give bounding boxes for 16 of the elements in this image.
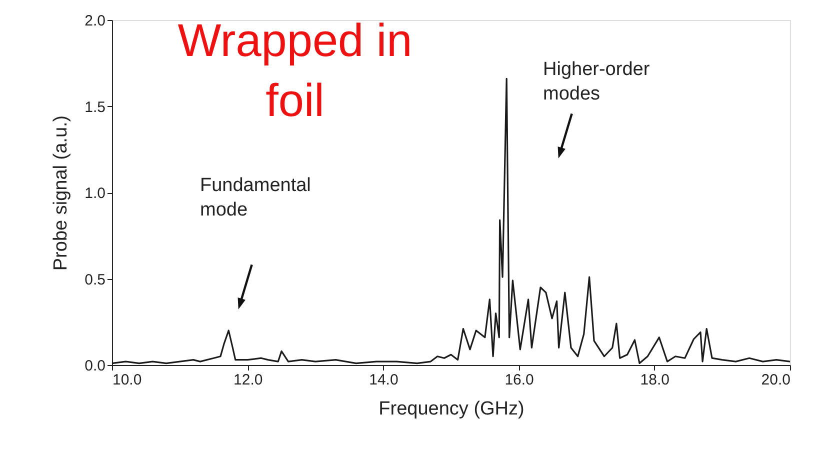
- x-tick-label: 10.0: [112, 372, 142, 388]
- x-tick-label: 16.0: [504, 372, 534, 388]
- annotation: Fundamental mode: [200, 175, 311, 221]
- x-tick-label: 18.0: [640, 372, 670, 388]
- x-axis-title: Frequency (GHz): [378, 398, 524, 420]
- y-tick-label: 0.5: [84, 271, 106, 288]
- x-tick-label: 20.0: [761, 372, 790, 388]
- y-tick-label: 0.0: [84, 358, 106, 374]
- annotation: Wrapped in foil: [178, 14, 412, 126]
- y-axis-title: Probe signal (a.u.): [50, 115, 72, 271]
- annotation: Higher-order modes: [543, 59, 650, 105]
- y-tick-label: 1.0: [84, 185, 106, 202]
- y-tick-label: 1.5: [84, 98, 106, 116]
- y-tick-label: 2.0: [84, 12, 106, 30]
- x-tick-label: 12.0: [234, 372, 263, 388]
- x-tick-label: 14.0: [369, 372, 398, 388]
